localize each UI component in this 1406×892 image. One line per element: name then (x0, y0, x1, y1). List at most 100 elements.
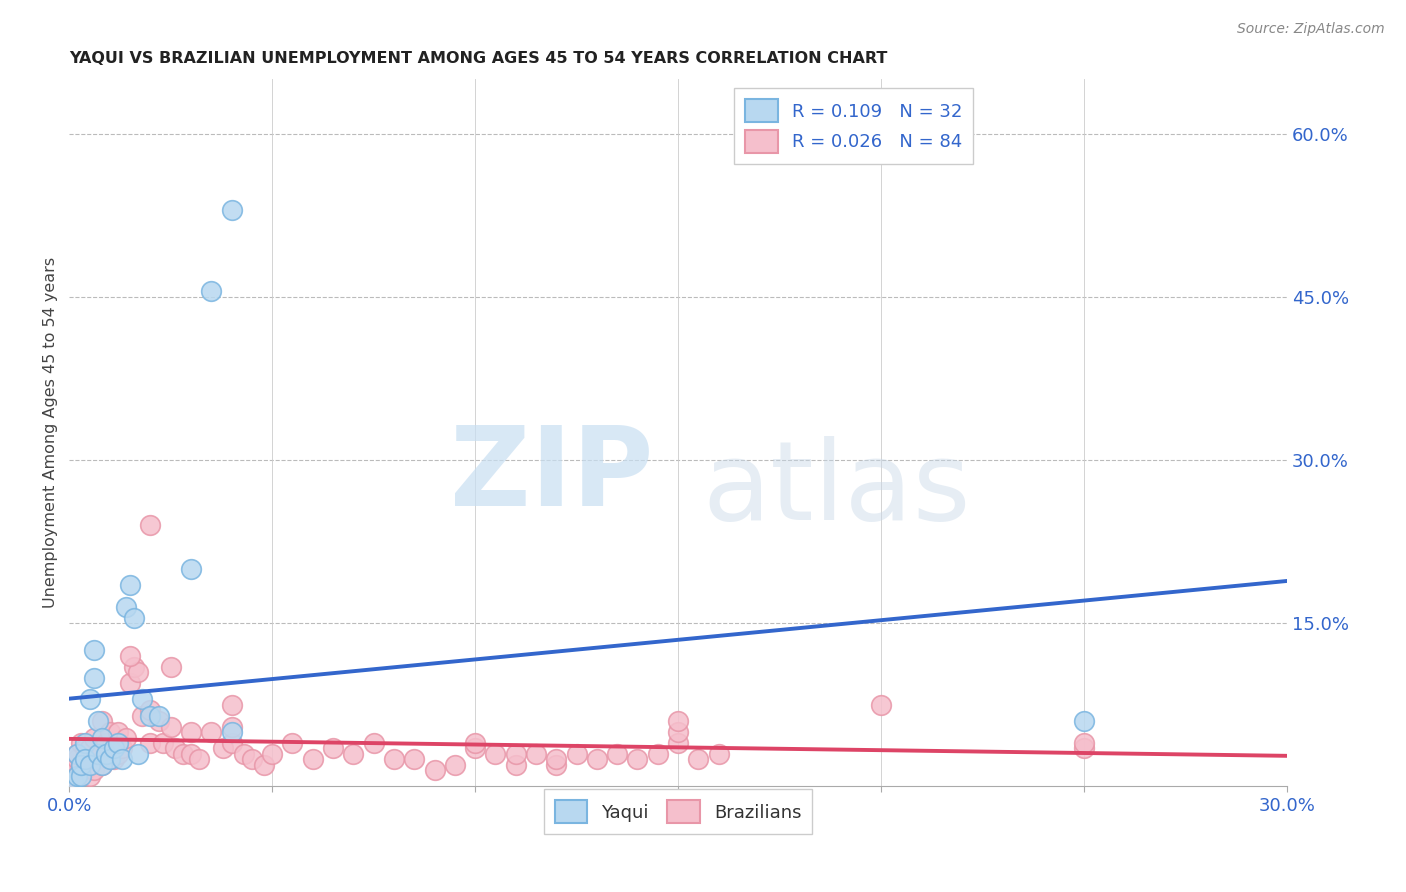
Point (443, 757, 465, 772)
Point (546, 752, 568, 766)
Point (79, 752, 101, 766)
Point (180, 747, 202, 761)
Point (131, 692, 153, 706)
Point (232, 747, 254, 761)
Point (404, 752, 426, 766)
Point (90, 757, 112, 772)
Point (103, 741, 125, 756)
Point (94, 747, 117, 761)
Point (66, 769, 89, 783)
Point (79, 741, 101, 756)
Point (159, 720, 181, 734)
Point (70, 769, 93, 783)
Text: atlas: atlas (703, 436, 972, 543)
Point (464, 741, 486, 756)
Point (139, 518, 162, 533)
Legend: Yaqui, Brazilians: Yaqui, Brazilians (544, 789, 813, 834)
Point (363, 736, 385, 750)
Point (240, 752, 263, 766)
Point (115, 731, 138, 745)
Point (180, 562, 202, 576)
Point (62, 757, 84, 772)
Point (180, 725, 202, 739)
Point (75, 752, 97, 766)
Point (75, 741, 97, 756)
Point (666, 714, 689, 729)
Point (86, 747, 108, 761)
Point (152, 736, 174, 750)
Point (647, 747, 669, 761)
Point (122, 660, 145, 674)
Point (505, 757, 527, 772)
Point (139, 703, 162, 717)
Point (870, 698, 893, 712)
Point (66, 752, 89, 766)
Point (79, 769, 101, 783)
Point (342, 747, 364, 761)
Point (281, 736, 304, 750)
Point (606, 747, 628, 761)
Text: ZIP: ZIP (450, 422, 654, 529)
Point (262, 747, 284, 761)
Point (148, 708, 170, 723)
Point (159, 660, 181, 674)
Point (200, 285, 222, 299)
Y-axis label: Unemployment Among Ages 45 to 54 years: Unemployment Among Ages 45 to 54 years (44, 258, 58, 608)
Point (484, 747, 506, 761)
Point (626, 752, 648, 766)
Point (464, 736, 486, 750)
Point (301, 752, 323, 766)
Point (423, 763, 446, 777)
Point (505, 747, 527, 761)
Point (120, 578, 142, 592)
Point (66, 747, 89, 761)
Point (127, 665, 149, 680)
Point (79, 692, 101, 706)
Point (107, 747, 129, 761)
Point (75, 752, 97, 766)
Point (131, 708, 153, 723)
Point (83, 763, 105, 777)
Point (163, 741, 186, 756)
Point (565, 747, 588, 761)
Point (172, 747, 194, 761)
Point (1073, 736, 1095, 750)
Point (86, 714, 108, 729)
Point (70, 757, 93, 772)
Point (83, 643, 105, 657)
Point (98, 747, 121, 761)
Point (94, 736, 117, 750)
Point (86, 747, 108, 761)
Point (75, 763, 97, 777)
Point (83, 671, 105, 685)
Point (524, 747, 547, 761)
Point (221, 720, 243, 734)
Point (666, 736, 689, 750)
Point (107, 725, 129, 739)
Point (546, 757, 568, 772)
Text: YAQUI VS BRAZILIAN UNEMPLOYMENT AMONG AGES 45 TO 54 YEARS CORRELATION CHART: YAQUI VS BRAZILIAN UNEMPLOYMENT AMONG AG… (69, 51, 887, 66)
Point (666, 725, 689, 739)
Point (586, 752, 609, 766)
Point (212, 741, 235, 756)
Point (148, 714, 170, 729)
Point (79, 757, 101, 772)
Point (103, 752, 125, 766)
Point (66, 769, 89, 783)
Point (120, 676, 142, 690)
Point (139, 708, 162, 723)
Point (75, 736, 97, 750)
Point (90, 731, 112, 745)
Point (221, 202, 243, 217)
Point (188, 752, 211, 766)
Point (107, 736, 129, 750)
Point (688, 752, 710, 766)
Point (111, 752, 134, 766)
Point (1073, 714, 1095, 729)
Point (322, 741, 344, 756)
Point (66, 747, 89, 761)
Point (90, 714, 112, 729)
Point (115, 599, 138, 614)
Point (98, 725, 121, 739)
Point (1073, 741, 1095, 756)
